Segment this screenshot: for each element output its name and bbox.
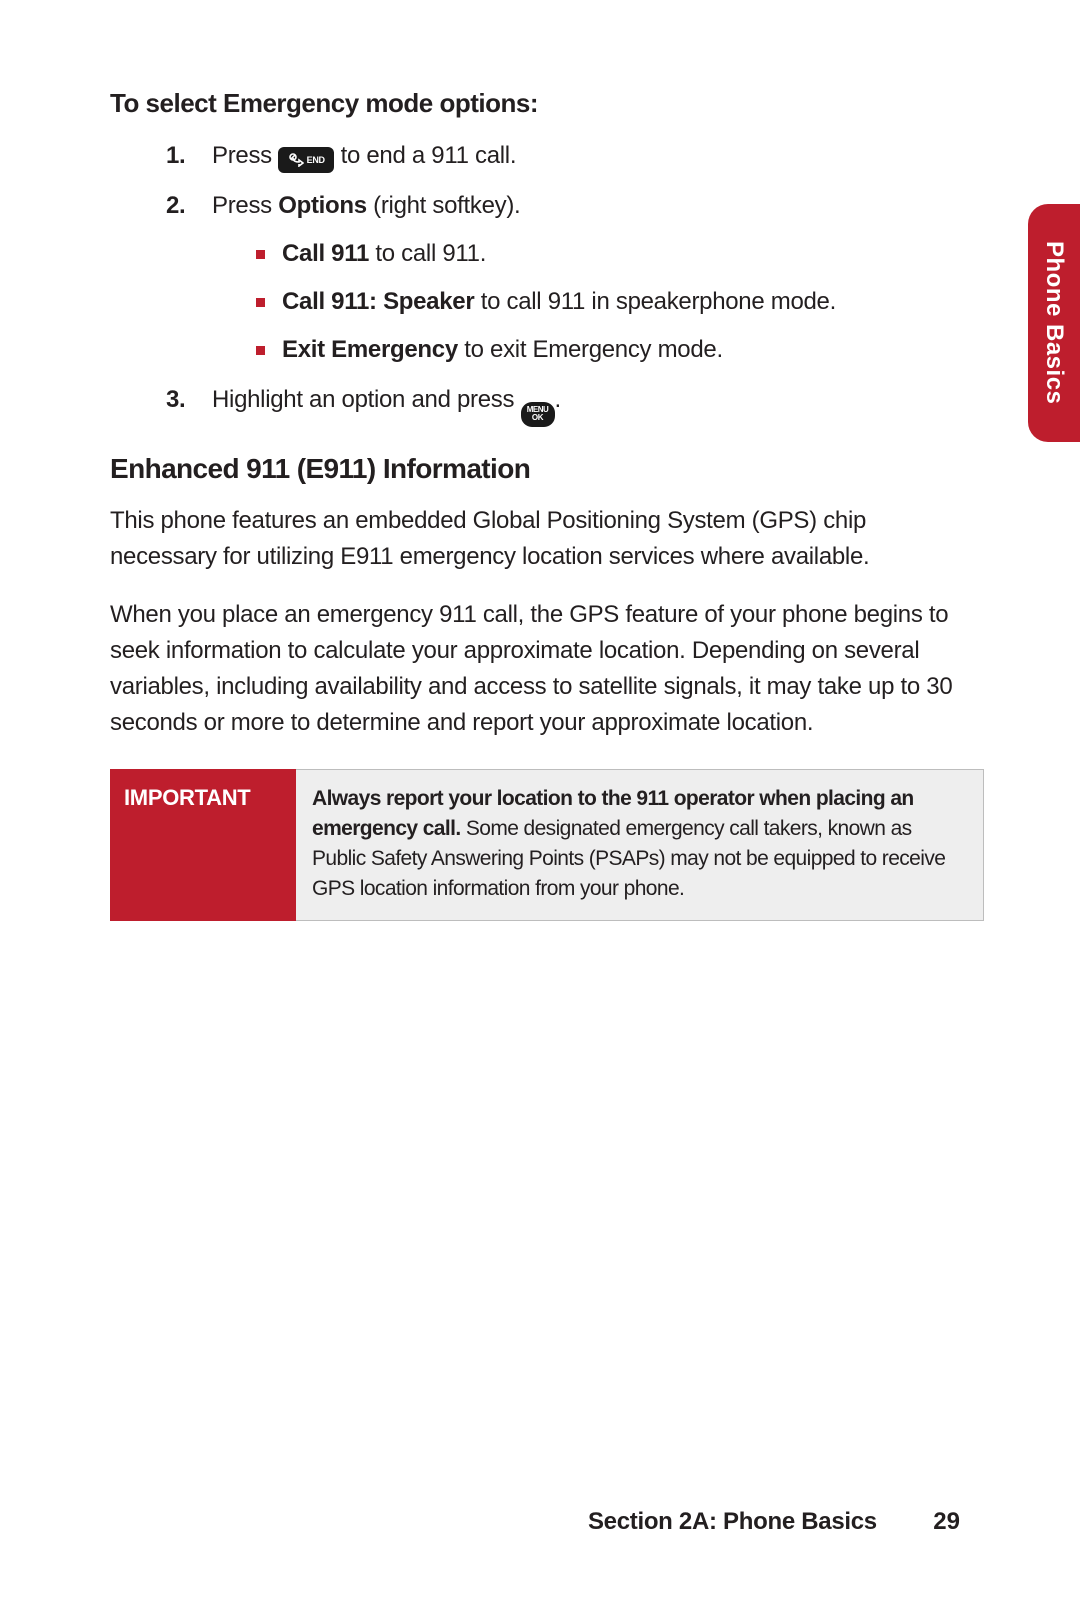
content-area: To select Emergency mode options: 1. Pre… [110,88,970,921]
step-text-post: to end a 911 call. [334,142,516,169]
step-2: 2. Press Options (right softkey). Call 9… [166,187,970,369]
step-number: 1. [166,137,185,175]
menu-key-bottom: OK [532,414,543,422]
step-3: 3. Highlight an option and press MENUOK. [166,381,970,427]
step-text-post: . [555,386,561,413]
important-callout: IMPORTANT Always report your location to… [110,769,984,921]
step-1: 1. Press END to end a 911 call. [166,137,970,175]
bullet-rest: to call 911. [369,240,486,267]
options-label: Options [278,192,367,219]
side-tab: Phone Basics [1028,204,1080,442]
step-text-pre: Press [212,142,278,169]
bullet-rest: to exit Emergency mode. [458,336,723,363]
step-text-pre: Press [212,192,278,219]
bullet-rest: to call 911 in speakerphone mode. [474,288,836,315]
body-paragraph-1: This phone features an embedded Global P… [110,503,970,575]
bullet-bold: Call 911 [282,240,369,267]
end-key-icon: END [278,147,334,173]
callout-label: IMPORTANT [110,769,296,921]
manual-page: Phone Basics To select Emergency mode op… [0,0,1080,1620]
callout-body: Always report your location to the 911 o… [296,769,984,921]
bullet-bold: Exit Emergency [282,336,458,363]
menu-ok-key-icon: MENUOK [521,402,555,427]
section-title: To select Emergency mode options: [110,88,970,119]
footer-section-label: Section 2A: Phone Basics [588,1508,877,1535]
footer-page-number: 29 [933,1508,960,1535]
step-number: 3. [166,381,185,419]
step-text-pre: Highlight an option and press [212,386,521,413]
bullet-bold: Call 911: Speaker [282,288,474,315]
bullet-call-911: Call 911 to call 911. [256,235,970,273]
numbered-steps: 1. Press END to end a 911 call. 2. Press… [166,137,970,427]
body-paragraph-2: When you place an emergency 911 call, th… [110,597,970,741]
step-text-post: (right softkey). [367,192,521,219]
page-footer: Section 2A: Phone Basics 29 [0,1508,1080,1536]
bullet-call-911-speaker: Call 911: Speaker to call 911 in speaker… [256,283,970,321]
side-tab-label: Phone Basics [1040,241,1068,404]
sub-bullets: Call 911 to call 911. Call 911: Speaker … [256,235,970,369]
bullet-exit-emergency: Exit Emergency to exit Emergency mode. [256,331,970,369]
e911-heading: Enhanced 911 (E911) Information [110,453,970,485]
end-key-label: END [307,141,325,179]
step-number: 2. [166,187,185,225]
